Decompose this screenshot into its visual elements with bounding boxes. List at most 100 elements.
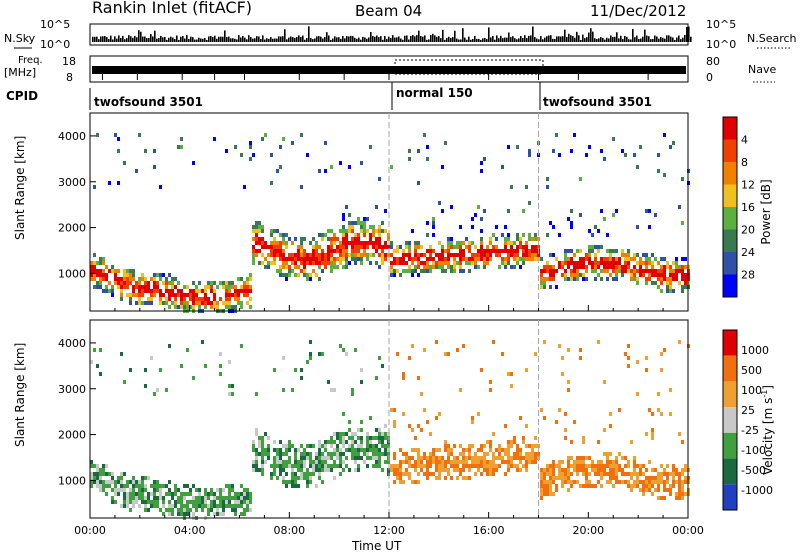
power-cell [333, 261, 336, 265]
velocity-cell [276, 460, 279, 464]
velocity-cell [300, 464, 303, 468]
velocity-cell [477, 448, 480, 452]
noise-bar [280, 36, 282, 42]
velocity-cell [144, 476, 147, 480]
power-cell [549, 221, 552, 225]
velocity-cell [579, 468, 582, 472]
velocity-cell [675, 468, 678, 472]
power-cell [105, 277, 108, 281]
velocity-cell [324, 460, 327, 464]
velocity-cell [399, 476, 402, 480]
velocity-cell [309, 460, 312, 464]
power-cell [159, 185, 162, 189]
velocity-cell [303, 448, 306, 452]
velocity-cell [90, 472, 93, 476]
velocity-cell [294, 368, 297, 372]
noise-bar [604, 39, 606, 42]
velocity-cell [132, 484, 135, 488]
power-cell [417, 149, 420, 153]
noise-bar [444, 39, 446, 42]
power-cell [609, 273, 612, 277]
power-cell [480, 249, 483, 253]
power-cell [414, 265, 417, 269]
velocity-cell [663, 484, 666, 488]
noise-bar [342, 36, 344, 42]
velocity-cell [99, 348, 102, 352]
velocity-cell [684, 464, 687, 468]
power-cell [525, 245, 528, 249]
velocity-cell [651, 476, 654, 480]
velocity-cell [585, 480, 588, 484]
velocity-cell [372, 436, 375, 440]
velocity-cell [174, 484, 177, 488]
velocity-cell [378, 456, 381, 460]
velocity-cell [156, 500, 159, 504]
velocity-cell [99, 484, 102, 488]
velocity-cell [285, 452, 288, 456]
power-cell [594, 257, 597, 261]
velocity-cell [411, 480, 414, 484]
power-cell [279, 165, 282, 169]
power-cell [447, 261, 450, 265]
power-cell [285, 245, 288, 249]
power-cell [390, 265, 393, 269]
velocity-cell [288, 448, 291, 452]
velocity-cell [255, 464, 258, 468]
power-cell [567, 265, 570, 269]
velocity-cell [183, 508, 186, 512]
power-cell [273, 261, 276, 265]
velocity-cell [411, 464, 414, 468]
colorbar-tick-label: 28 [741, 269, 755, 282]
velocity-cell [276, 476, 279, 480]
velocity-cell [378, 356, 381, 360]
power-cell [363, 229, 366, 233]
power-cell [609, 265, 612, 269]
power-cell [618, 261, 621, 265]
power-cell [285, 241, 288, 245]
velocity-cell [111, 472, 114, 476]
velocity-cell [642, 492, 645, 496]
velocity-cell [99, 468, 102, 472]
velocity-cell [123, 488, 126, 492]
velocity-cell [432, 456, 435, 460]
power-cell [315, 257, 318, 261]
power-cell [231, 285, 234, 289]
velocity-cell [531, 456, 534, 460]
power-cell [339, 245, 342, 249]
velocity-cell [300, 476, 303, 480]
velocity-cell [582, 440, 585, 444]
velocity-cell [507, 444, 510, 448]
noise-bar [656, 36, 658, 42]
velocity-cell [126, 484, 129, 488]
velocity-cell [651, 428, 654, 432]
noise-bar [682, 37, 684, 42]
noise-bar [460, 39, 462, 42]
power-cell [246, 289, 249, 293]
power-cell [540, 269, 543, 273]
velocity-cell [426, 420, 429, 424]
velocity-cell [339, 436, 342, 440]
power-cell [540, 285, 543, 289]
power-cell [318, 257, 321, 261]
velocity-cell [207, 492, 210, 496]
velocity-cell [147, 492, 150, 496]
velocity-cell [648, 476, 651, 480]
power-cell [222, 281, 225, 285]
power-cell [642, 273, 645, 277]
power-cell [402, 257, 405, 261]
velocity-cell [123, 496, 126, 500]
power-cell [366, 229, 369, 233]
power-cell [528, 237, 531, 241]
velocity-cell [303, 472, 306, 476]
power-cell [279, 265, 282, 269]
power-cell [342, 249, 345, 253]
velocity-cell [597, 472, 600, 476]
power-cell [645, 209, 648, 213]
velocity-cell [633, 472, 636, 476]
velocity-cell [570, 440, 573, 444]
velocity-cell [552, 460, 555, 464]
power-cell [282, 233, 285, 237]
power-cell [486, 261, 489, 265]
velocity-cell [297, 448, 300, 452]
velocity-cell [585, 472, 588, 476]
